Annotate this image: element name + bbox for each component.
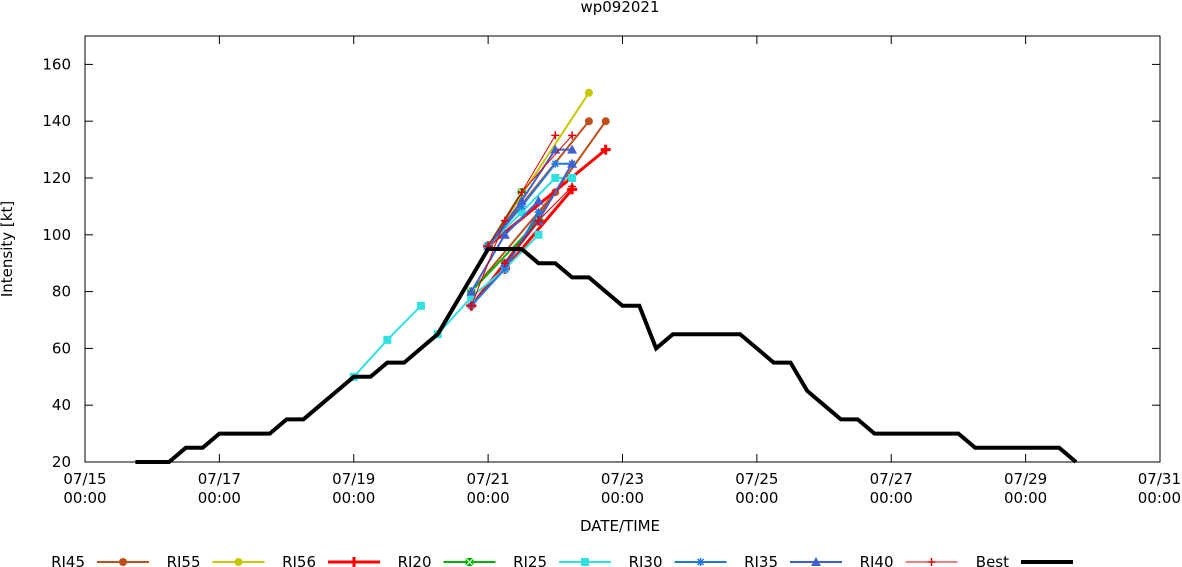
data-point-ri30 <box>551 159 560 168</box>
legend-label-ri20: RI20 <box>398 553 432 567</box>
legend-marker-ri30 <box>696 558 705 566</box>
data-point-ri35 <box>567 158 578 168</box>
series-line-ri45 <box>470 191 557 293</box>
legend-marker-ri56 <box>349 557 359 567</box>
chart-title: wp092021 <box>580 0 659 16</box>
data-point-ri40 <box>534 216 543 225</box>
x-tick-time-label: 00:00 <box>198 489 241 507</box>
data-point-ri25 <box>383 335 392 344</box>
x-tick-date-label: 07/25 <box>735 470 778 488</box>
legend-label-ri45: RI45 <box>51 553 85 567</box>
x-tick-date-label: 07/29 <box>1004 470 1047 488</box>
legend-marker-ri25 <box>581 558 589 566</box>
series-line-ri56 <box>487 148 607 248</box>
x-tick-time-label: 00:00 <box>735 489 778 507</box>
series-line-ri56 <box>503 188 574 270</box>
y-axis-label: Intensity [kt] <box>0 201 16 297</box>
data-point-ri40 <box>467 301 476 310</box>
series-layer <box>135 88 1078 464</box>
legend-label-ri25: RI25 <box>513 553 547 567</box>
axis-ticks: 2040608010012014016007/1500:0007/1700:00… <box>42 36 1181 507</box>
x-tick-time-label: 00:00 <box>467 489 510 507</box>
x-tick-time-label: 00:00 <box>332 489 375 507</box>
data-point-ri25 <box>568 174 577 182</box>
series-ri25 <box>349 174 577 381</box>
x-tick-date-label: 07/27 <box>870 470 913 488</box>
legend-marker-ri40 <box>927 558 936 566</box>
data-point-ri25 <box>416 301 425 310</box>
legend-label-ri55: RI55 <box>167 553 201 567</box>
y-tick-label: 80 <box>52 283 71 301</box>
data-point-ri30 <box>517 202 526 211</box>
legend-marker-ri20-cross <box>465 557 474 567</box>
data-point-ri40 <box>568 131 577 140</box>
data-point-ri25 <box>534 230 543 239</box>
x-tick-time-label: 00:00 <box>1004 489 1047 507</box>
plot-area-frame <box>84 35 1161 463</box>
x-tick-date-label: 07/31 <box>1138 470 1181 488</box>
data-point-ri30 <box>500 264 509 273</box>
x-tick-date-label: 07/17 <box>198 470 241 488</box>
data-point-ri40 <box>568 182 577 191</box>
data-point-ri45 <box>601 117 610 126</box>
data-point-ri35 <box>533 195 544 205</box>
x-tick-date-label: 07/15 <box>63 470 106 488</box>
y-tick-label: 40 <box>52 396 71 414</box>
data-point-ri30 <box>534 208 543 217</box>
data-point-ri25 <box>551 174 560 182</box>
data-point-ri45 <box>584 117 593 126</box>
legend: RI45 RI55 RI56 RI20 RI25 RI30 RI35 RI40 Best <box>51 553 1073 567</box>
y-tick-label: 120 <box>42 169 71 187</box>
y-tick-label: 100 <box>42 226 71 244</box>
data-point-ri40 <box>500 259 509 268</box>
data-point-ri25 <box>517 208 526 217</box>
x-tick-time-label: 00:00 <box>870 489 913 507</box>
y-tick-label: 160 <box>42 55 71 73</box>
y-tick-label: 20 <box>52 453 71 471</box>
legend-marker-ri45 <box>119 558 127 566</box>
legend-label-ri35: RI35 <box>744 553 778 567</box>
x-tick-date-label: 07/21 <box>467 470 510 488</box>
x-axis-label: DATE/TIME <box>580 517 660 535</box>
x-tick-time-label: 00:00 <box>1138 489 1181 507</box>
legend-label-ri40: RI40 <box>860 553 894 567</box>
legend-marker-ri55 <box>234 558 243 566</box>
legend-label-best: Best <box>976 553 1009 567</box>
data-point-ri55 <box>584 88 593 97</box>
series-line-best <box>135 247 1078 464</box>
x-tick-date-label: 07/23 <box>601 470 644 488</box>
data-point-ri40 <box>517 188 526 197</box>
data-point-ri35 <box>499 229 510 239</box>
data-point-ri56 <box>600 144 611 155</box>
legend-label-ri30: RI30 <box>629 553 663 567</box>
series-line-ri30 <box>487 162 573 247</box>
legend-label-ri56: RI56 <box>282 553 316 567</box>
y-tick-label: 140 <box>42 112 71 130</box>
data-point-ri40 <box>551 131 560 140</box>
data-point-ri35 <box>466 286 477 296</box>
series-best <box>135 247 1078 464</box>
y-tick-label: 60 <box>52 339 71 357</box>
x-tick-date-label: 07/19 <box>332 470 375 488</box>
data-point-ri35 <box>516 195 527 205</box>
x-tick-time-label: 00:00 <box>601 489 644 507</box>
legend-marker-ri20 <box>465 557 474 567</box>
data-point-ri25 <box>467 293 476 302</box>
data-point-ri35 <box>567 144 578 154</box>
data-point-ri40 <box>500 216 509 225</box>
legend-marker-ri35 <box>811 557 821 566</box>
x-tick-time-label: 00:00 <box>63 489 106 507</box>
